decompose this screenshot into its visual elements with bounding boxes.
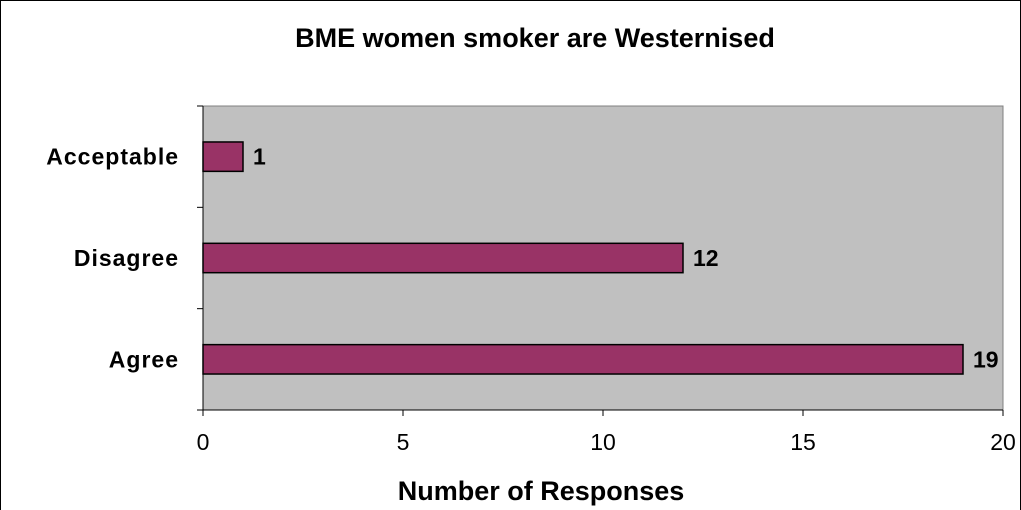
x-tick-label: 10 [590,429,616,455]
x-axis-title: Number of Responses [398,476,685,506]
chart-title: BME women smoker are Westernised [295,23,775,53]
x-tick-label: 5 [397,429,410,455]
data-label: 1 [253,144,266,170]
data-label: 12 [693,245,719,271]
bar [202,343,964,375]
x-tick-label: 0 [197,429,210,455]
category-label: Acceptable [46,144,179,170]
x-tick-label: 20 [990,429,1016,455]
data-label: 19 [973,346,999,372]
category-label: Agree [109,346,179,372]
bar [202,242,684,274]
category-label: Disagree [74,245,179,271]
x-tick-label: 15 [790,429,816,455]
bar [202,141,244,173]
